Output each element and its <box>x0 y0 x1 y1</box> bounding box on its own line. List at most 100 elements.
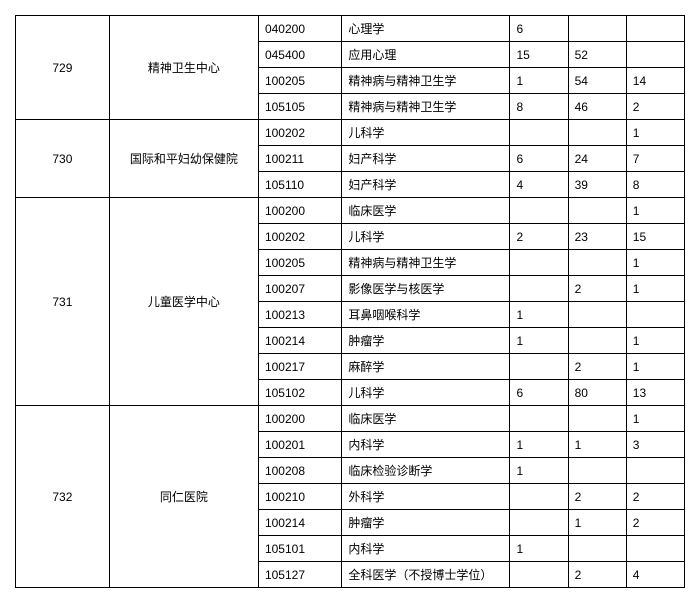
name-cell: 妇产科学 <box>342 146 510 172</box>
group-dept: 精神卫生中心 <box>109 16 258 120</box>
name-cell: 儿科学 <box>342 380 510 406</box>
value-cell <box>510 198 568 224</box>
value-cell: 1 <box>510 432 568 458</box>
value-cell <box>510 250 568 276</box>
value-cell <box>510 276 568 302</box>
value-cell <box>510 406 568 432</box>
value-cell: 14 <box>626 68 684 94</box>
name-cell: 耳鼻咽喉科学 <box>342 302 510 328</box>
code-cell: 105127 <box>258 562 341 588</box>
group-id: 729 <box>16 16 110 120</box>
value-cell: 6 <box>510 16 568 42</box>
value-cell: 2 <box>626 510 684 536</box>
value-cell: 8 <box>510 94 568 120</box>
code-cell: 045400 <box>258 42 341 68</box>
value-cell: 7 <box>626 146 684 172</box>
table-row: 732同仁医院100200临床医学1 <box>16 406 685 432</box>
name-cell: 心理学 <box>342 16 510 42</box>
value-cell: 1 <box>626 120 684 146</box>
value-cell <box>568 458 626 484</box>
value-cell: 2 <box>626 484 684 510</box>
value-cell: 1 <box>626 198 684 224</box>
value-cell: 13 <box>626 380 684 406</box>
name-cell: 全科医学（不授博士学位） <box>342 562 510 588</box>
group-dept: 儿童医学中心 <box>109 198 258 406</box>
name-cell: 儿科学 <box>342 120 510 146</box>
value-cell: 2 <box>568 276 626 302</box>
value-cell: 1 <box>626 250 684 276</box>
code-cell: 100213 <box>258 302 341 328</box>
value-cell <box>626 302 684 328</box>
value-cell: 1 <box>568 510 626 536</box>
name-cell: 肿瘤学 <box>342 510 510 536</box>
value-cell: 1 <box>510 458 568 484</box>
name-cell: 应用心理 <box>342 42 510 68</box>
value-cell: 4 <box>626 562 684 588</box>
value-cell <box>626 16 684 42</box>
value-cell: 1 <box>510 302 568 328</box>
value-cell: 15 <box>626 224 684 250</box>
value-cell <box>510 120 568 146</box>
name-cell: 肿瘤学 <box>342 328 510 354</box>
value-cell: 54 <box>568 68 626 94</box>
value-cell: 1 <box>626 354 684 380</box>
value-cell: 8 <box>626 172 684 198</box>
code-cell: 105105 <box>258 94 341 120</box>
group-id: 730 <box>16 120 110 198</box>
code-cell: 100207 <box>258 276 341 302</box>
value-cell: 2 <box>626 94 684 120</box>
code-cell: 100202 <box>258 224 341 250</box>
code-cell: 100208 <box>258 458 341 484</box>
value-cell: 52 <box>568 42 626 68</box>
code-cell: 100205 <box>258 68 341 94</box>
value-cell: 39 <box>568 172 626 198</box>
code-cell: 100211 <box>258 146 341 172</box>
code-cell: 100210 <box>258 484 341 510</box>
code-cell: 105102 <box>258 380 341 406</box>
value-cell: 2 <box>568 484 626 510</box>
name-cell: 精神病与精神卫生学 <box>342 94 510 120</box>
name-cell: 临床医学 <box>342 198 510 224</box>
name-cell: 妇产科学 <box>342 172 510 198</box>
value-cell <box>626 42 684 68</box>
value-cell <box>510 354 568 380</box>
value-cell <box>510 562 568 588</box>
value-cell: 1 <box>626 276 684 302</box>
code-cell: 105101 <box>258 536 341 562</box>
value-cell: 1 <box>510 328 568 354</box>
value-cell <box>568 328 626 354</box>
name-cell: 临床医学 <box>342 406 510 432</box>
code-cell: 105110 <box>258 172 341 198</box>
value-cell <box>510 484 568 510</box>
table-row: 731儿童医学中心100200临床医学1 <box>16 198 685 224</box>
value-cell: 15 <box>510 42 568 68</box>
group-id: 731 <box>16 198 110 406</box>
value-cell: 80 <box>568 380 626 406</box>
value-cell: 2 <box>568 562 626 588</box>
name-cell: 精神病与精神卫生学 <box>342 68 510 94</box>
value-cell: 24 <box>568 146 626 172</box>
value-cell: 1 <box>568 432 626 458</box>
data-table: 729精神卫生中心040200心理学6045400应用心理1552100205精… <box>15 15 685 588</box>
value-cell: 1 <box>626 406 684 432</box>
name-cell: 麻醉学 <box>342 354 510 380</box>
value-cell: 1 <box>510 536 568 562</box>
value-cell: 6 <box>510 380 568 406</box>
code-cell: 100202 <box>258 120 341 146</box>
group-dept: 同仁医院 <box>109 406 258 588</box>
code-cell: 100205 <box>258 250 341 276</box>
value-cell <box>568 250 626 276</box>
code-cell: 100201 <box>258 432 341 458</box>
group-dept: 国际和平妇幼保健院 <box>109 120 258 198</box>
value-cell <box>568 302 626 328</box>
table-row: 729精神卫生中心040200心理学6 <box>16 16 685 42</box>
name-cell: 精神病与精神卫生学 <box>342 250 510 276</box>
code-cell: 100214 <box>258 510 341 536</box>
table-row: 730国际和平妇幼保健院100202儿科学1 <box>16 120 685 146</box>
name-cell: 儿科学 <box>342 224 510 250</box>
value-cell <box>568 120 626 146</box>
value-cell <box>568 198 626 224</box>
value-cell: 2 <box>510 224 568 250</box>
name-cell: 影像医学与核医学 <box>342 276 510 302</box>
value-cell <box>568 406 626 432</box>
